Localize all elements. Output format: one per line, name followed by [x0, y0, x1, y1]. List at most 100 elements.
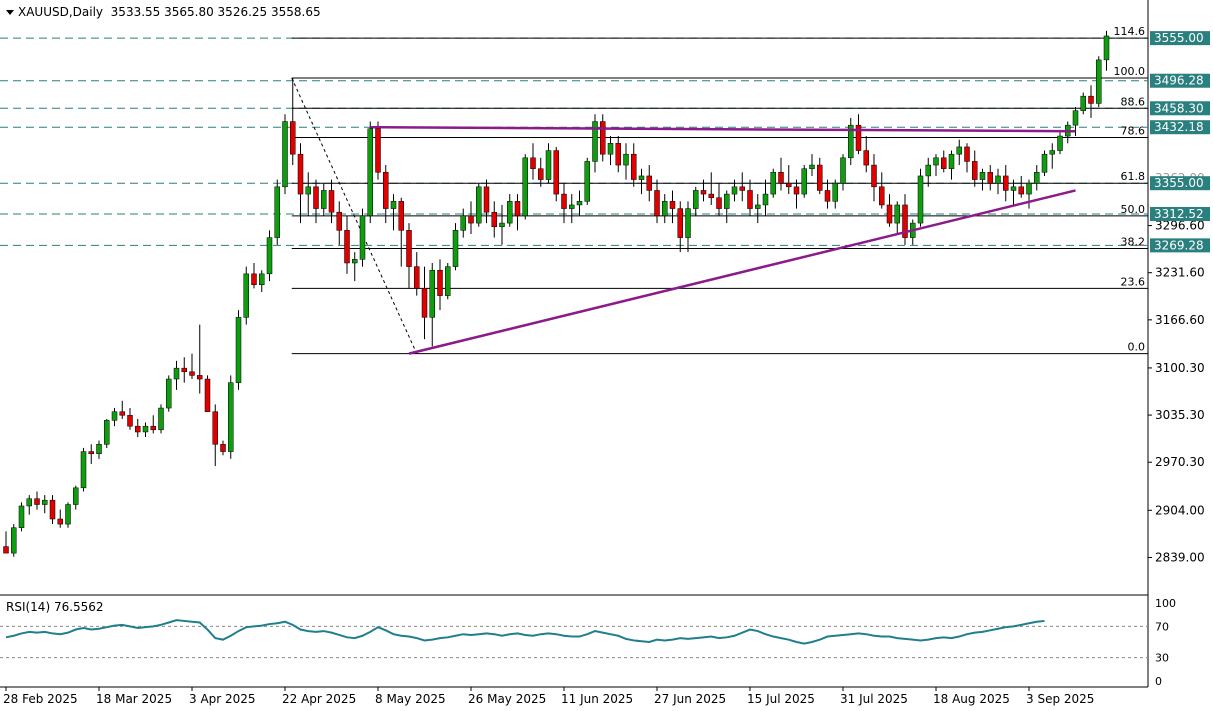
candle-body	[654, 190, 660, 217]
rsi-tick-label: 0	[1155, 675, 1162, 688]
candle-body	[677, 208, 683, 238]
candle-body	[724, 193, 730, 209]
fib-level-label: 50.0	[1121, 203, 1146, 216]
candle-body	[972, 161, 978, 180]
resistance-line	[370, 125, 1076, 133]
candle-body	[1088, 95, 1094, 104]
candle-body	[452, 230, 459, 267]
fibonacci-labels: 114.6 100.0 88.6 78.6 61.8 50.0 38.2 23.6 0.0	[1114, 25, 1146, 354]
price-tick-label: 3296.60	[1155, 219, 1205, 233]
price-tag-text: 3269.28	[1154, 238, 1204, 252]
fib-level-label: 78.6	[1121, 125, 1146, 138]
candle-body	[941, 157, 947, 169]
candle-body	[871, 164, 877, 188]
candle-body	[863, 150, 869, 166]
candle-body	[662, 201, 668, 217]
candle-body	[274, 186, 280, 238]
candle-body	[979, 172, 986, 180]
candle-body	[42, 499, 48, 505]
candle-body	[956, 146, 962, 155]
candle-body	[1057, 135, 1063, 151]
price-tick-label: 2839.00	[1155, 550, 1205, 564]
candle-body	[638, 175, 645, 180]
candle-body	[1026, 182, 1032, 195]
candle-body	[406, 230, 412, 267]
fib-level-label: 38.2	[1121, 235, 1146, 248]
rsi-tick-label: 30	[1155, 652, 1169, 665]
candle-body	[313, 186, 319, 209]
candle-body	[925, 164, 931, 177]
candle-body	[685, 208, 691, 238]
candle-body	[1096, 59, 1102, 104]
candle-body	[886, 204, 893, 224]
time-tick-label: 11 Jun 2025	[561, 692, 633, 706]
candle-body	[197, 375, 203, 380]
price-tick-label: 2970.30	[1155, 455, 1205, 469]
time-tick-label: 22 Apr 2025	[282, 692, 356, 706]
candle-body	[158, 407, 164, 431]
symbol-header[interactable]: XAUUSD,Daily 3533.55 3565.80 3526.25 355…	[6, 5, 321, 19]
candle-body	[460, 215, 466, 231]
candle-body	[669, 201, 676, 209]
candle-body	[359, 215, 366, 260]
candle-body	[57, 518, 63, 525]
symbol-label: XAUUSD,Daily	[18, 5, 104, 19]
rsi-tick-label: 100	[1155, 597, 1176, 610]
candle-body	[189, 371, 195, 376]
candle-body	[1080, 95, 1086, 111]
candle-body	[228, 382, 234, 452]
candle-body	[948, 153, 955, 169]
candle-body	[755, 204, 761, 209]
ohlc-values: 3533.55 3565.80 3526.25 3558.65	[110, 5, 321, 19]
price-axis: 3296.60 3231.60 3166.60 3100.30 3035.30 2970.…	[1148, 171, 1205, 564]
candle-body	[1103, 35, 1110, 61]
price-tag-box	[1150, 31, 1210, 46]
candle-body	[251, 273, 257, 285]
candle-body	[987, 172, 993, 184]
candle-body	[336, 211, 342, 231]
candle-body	[483, 186, 490, 213]
price-tick-label: 3166.60	[1155, 313, 1205, 327]
candle-body	[747, 190, 753, 209]
candle-body	[119, 411, 125, 416]
time-tick-label: 3 Apr 2025	[189, 692, 256, 706]
candle-body	[328, 190, 335, 213]
candle-body	[398, 201, 404, 231]
time-tick-label: 18 Aug 2025	[933, 692, 1010, 706]
price-tick-label: 3231.60	[1155, 266, 1205, 280]
fib-level-label: 100.0	[1114, 65, 1146, 78]
fib-level-label: 23.6	[1121, 275, 1146, 288]
time-axis: 28 Feb 2025 18 Mar 2025 3 Apr 2025 22 Apr 2…	[3, 687, 1094, 706]
time-tick-label: 3 Sep 2025	[1026, 692, 1094, 706]
time-tick-label: 8 May 2025	[375, 692, 446, 706]
candle-body	[476, 186, 482, 224]
candle-body	[693, 190, 699, 209]
candle-body	[73, 487, 79, 505]
candle-body	[204, 378, 211, 412]
candle-body	[600, 121, 606, 155]
rsi-pane: 100 70 30 0	[0, 597, 1176, 688]
candle-body	[762, 193, 769, 206]
candle-body	[220, 444, 226, 452]
candle-body	[243, 273, 249, 318]
rsi-header: RSI(14) 76.5562	[6, 600, 104, 614]
price-tag-text: 3555.00	[1154, 31, 1204, 45]
candle-body	[739, 186, 745, 191]
price-tag-box	[1150, 238, 1210, 253]
price-tag-text: 3496.28	[1154, 74, 1204, 88]
candle-body	[917, 175, 924, 224]
candle-body	[290, 121, 296, 155]
chevron-down-icon[interactable]	[6, 10, 14, 15]
candle-body	[259, 273, 265, 285]
price-tag-box	[1150, 73, 1210, 88]
candle-body	[584, 161, 590, 202]
candle-body	[770, 172, 776, 195]
candle-body	[88, 451, 94, 454]
candle-body	[1010, 186, 1017, 191]
candle-body	[592, 121, 598, 162]
candle-body	[623, 153, 629, 166]
price-tick-label: 3035.30	[1155, 408, 1205, 422]
price-tick-label: 2904.00	[1155, 503, 1205, 517]
candle-body	[468, 215, 474, 224]
